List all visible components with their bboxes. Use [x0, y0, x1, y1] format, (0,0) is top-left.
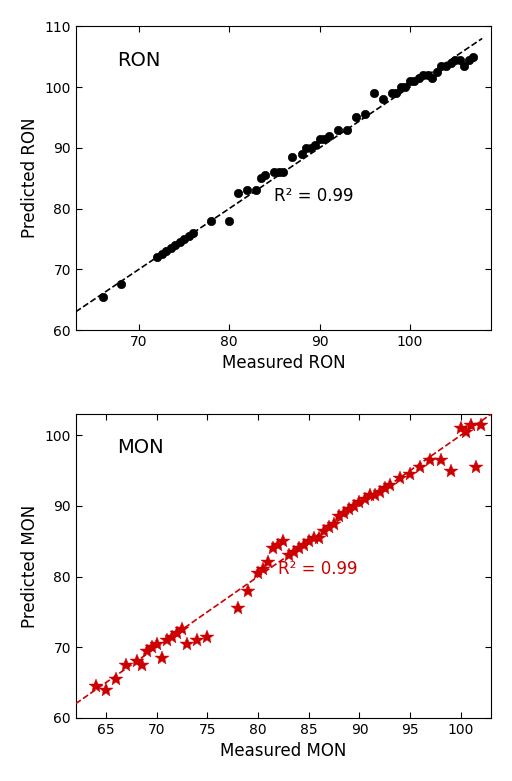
- Text: MON: MON: [117, 438, 164, 458]
- Y-axis label: Predicted RON: Predicted RON: [21, 118, 39, 238]
- Text: RON: RON: [117, 51, 161, 70]
- X-axis label: Measured MON: Measured MON: [220, 742, 347, 760]
- Text: R² = 0.99: R² = 0.99: [274, 187, 354, 205]
- Y-axis label: Predicted MON: Predicted MON: [21, 505, 39, 628]
- Text: R² = 0.99: R² = 0.99: [279, 561, 358, 579]
- X-axis label: Measured RON: Measured RON: [222, 355, 345, 373]
